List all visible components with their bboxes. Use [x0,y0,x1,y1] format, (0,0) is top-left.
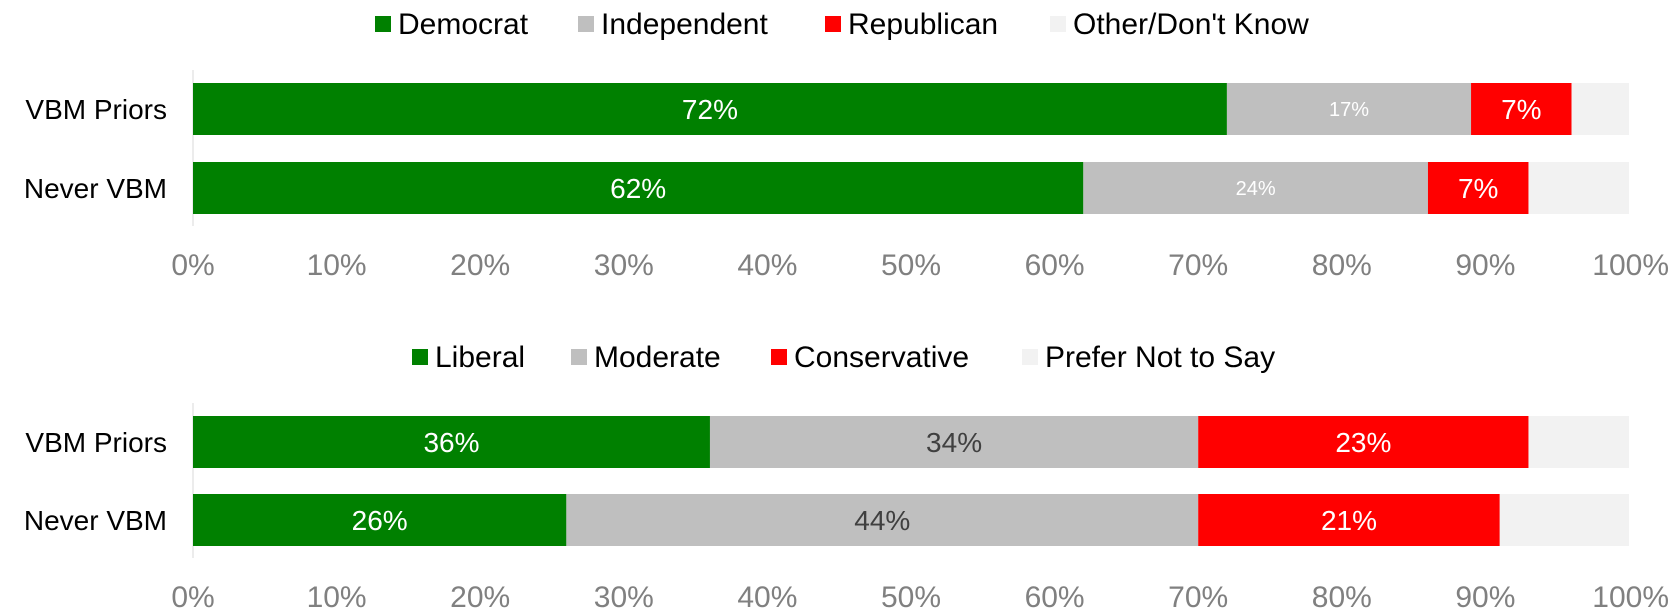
chart-1-bar-1-2 [1226,83,1472,135]
chart-2-data-label-2-1: 26% [352,505,408,536]
chart-1-data-label-2-1: 62% [610,173,666,204]
chart-1-data-label-1-1: 72% [682,94,738,125]
chart-2-category-label-2: Never VBM [24,505,167,536]
chart-2-legend-label-1: Liberal [435,341,525,374]
chart-2-x-tick-label-11: 100% [1592,581,1669,610]
chart-1-legend-label-4: Other/Don't Know [1073,8,1309,41]
chart-1-x-tick-label-8: 70% [1168,249,1228,282]
chart-1-legend-swatch-4 [1050,16,1066,32]
chart-2-data-label-1-2: 34% [926,427,982,458]
chart-1-data-label-2-3: 7% [1458,173,1498,204]
chart-1-bar-2-1 [193,162,1084,214]
chart-1-data-label-1-3: 7% [1501,94,1541,125]
chart-1-data-label-2-2: 24% [1236,178,1276,200]
chart-2-x-tick-label-5: 40% [737,581,797,610]
chart-2-bar-1-4 [1528,416,1629,468]
chart-1-x-tick-label-2: 10% [307,249,367,282]
chart-2-legend-label-3: Conservative [794,341,969,374]
chart-1-bar-2-3 [1427,162,1529,214]
chart-1-x-tick-label-4: 30% [594,249,654,282]
chart-1-x-tick-label-7: 60% [1025,249,1085,282]
chart-2-data-label-1-3: 23% [1335,427,1391,458]
chart-1-legend-swatch-3 [825,16,841,32]
chart-1-data-label-1-2: 17% [1329,99,1369,121]
chart-1-x-tick-label-3: 20% [450,249,510,282]
chart-1-category-label-1: VBM Priors [25,94,167,125]
chart-1-x-tick-label-6: 50% [881,249,941,282]
chart-2-data-label-2-2: 44% [854,505,910,536]
chart-2-x-tick-label-10: 90% [1455,581,1515,610]
chart-2-x-tick-label-2: 10% [307,581,367,610]
chart-2-x-tick-label-8: 70% [1168,581,1228,610]
chart-1-x-tick-label-1: 0% [171,249,214,282]
chart-2-bar-2-3 [1198,494,1500,546]
chart-1-bar-1-4 [1571,83,1629,135]
chart-2-legend-swatch-4 [1022,349,1038,365]
chart-1-x-tick-label-9: 80% [1312,249,1372,282]
chart-1-x-tick-label-5: 40% [737,249,797,282]
chart-1-x-tick-label-10: 90% [1455,249,1515,282]
chart-2-legend-label-2: Moderate [594,341,721,374]
chart-2-legend-label-4: Prefer Not to Say [1045,341,1275,374]
chart-2-bar-1-3 [1198,416,1529,468]
chart-1-bar-2-4 [1528,162,1629,214]
chart-1-category-label-2: Never VBM [24,173,167,204]
chart-1-bar-1-1 [193,83,1227,135]
chart-1-legend-swatch-2 [578,16,594,32]
chart-2-x-tick-label-9: 80% [1312,581,1372,610]
chart-2-bar-2-2 [566,494,1199,546]
chart-2-bar-1-2 [709,416,1199,468]
chart-2-x-tick-label-3: 20% [450,581,510,610]
chart-2-bar-2-4 [1499,494,1629,546]
chart-1-legend-swatch-1 [375,16,391,32]
chart-2-x-tick-label-6: 50% [881,581,941,610]
chart-1-legend-label-3: Republican [848,8,998,41]
chart-1-legend-label-2: Independent [601,8,768,41]
chart-2-x-tick-label-1: 0% [171,581,214,610]
chart-2-bar-1-1 [193,416,710,468]
chart-2-bar-2-1 [193,494,567,546]
chart-2-data-label-1-1: 36% [423,427,479,458]
chart-2-legend-swatch-2 [571,349,587,365]
chart-2-legend-swatch-3 [771,349,787,365]
chart-2-legend-swatch-1 [412,349,428,365]
chart-2-data-label-2-3: 21% [1321,505,1377,536]
chart-1-bar-2-2 [1083,162,1428,214]
chart-2-x-tick-label-4: 30% [594,581,654,610]
chart-1-x-tick-label-11: 100% [1592,249,1669,282]
chart-1-legend-label-1: Democrat [398,8,529,41]
chart-1-bar-1-3 [1471,83,1572,135]
chart-2-x-tick-label-7: 60% [1025,581,1085,610]
chart-2-category-label-1: VBM Priors [25,427,167,458]
